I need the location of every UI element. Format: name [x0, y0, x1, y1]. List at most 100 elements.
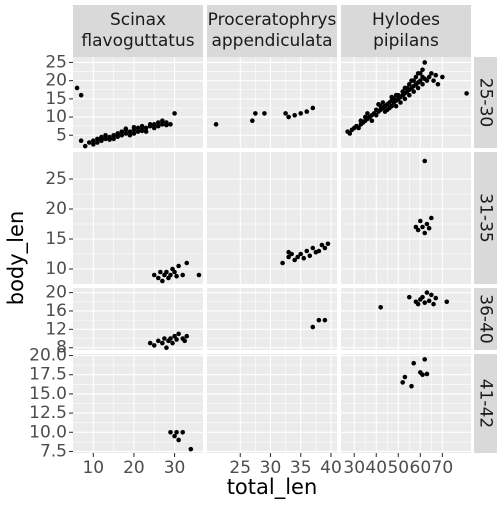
x-tick-label: 30 — [164, 458, 186, 478]
data-point — [182, 338, 188, 344]
facet-panel — [73, 57, 203, 148]
data-point — [170, 340, 175, 346]
panel-background — [207, 57, 337, 148]
data-point — [253, 111, 258, 116]
data-point — [422, 357, 428, 362]
data-point — [143, 125, 149, 131]
data-point — [74, 85, 80, 91]
y-tick-label: 15 — [45, 229, 67, 249]
data-point — [356, 125, 361, 131]
y-tick-label: 5 — [56, 125, 67, 145]
data-point — [415, 71, 421, 76]
y-tick-label: 10.0 — [29, 422, 67, 442]
data-point — [127, 129, 133, 134]
data-point — [162, 336, 167, 341]
data-point — [174, 337, 179, 342]
data-point — [174, 273, 179, 279]
data-point — [250, 118, 255, 123]
data-point — [365, 111, 370, 116]
data-point — [95, 136, 100, 142]
data-point — [380, 100, 386, 105]
x-tick-label: 30 — [260, 458, 282, 478]
facet-panel — [207, 57, 337, 148]
x-tick-label: 40 — [320, 458, 342, 478]
data-point — [422, 230, 428, 236]
column-strip-label: pipilans — [373, 31, 439, 51]
data-point — [378, 304, 383, 310]
data-point — [310, 245, 316, 251]
facet-panel — [73, 354, 203, 453]
data-point — [82, 143, 88, 149]
data-point — [172, 269, 177, 275]
facet-panel — [341, 57, 471, 148]
data-point — [420, 294, 425, 300]
data-point — [426, 225, 432, 231]
panel-background — [341, 152, 471, 284]
data-point — [424, 290, 430, 295]
data-point — [143, 129, 149, 134]
y-tick-label: 15.0 — [29, 384, 67, 404]
data-point — [431, 78, 436, 83]
data-point — [156, 275, 161, 281]
data-point — [176, 331, 181, 337]
data-point — [426, 298, 432, 304]
data-point — [151, 272, 157, 278]
column-strip — [73, 5, 203, 57]
data-point — [176, 437, 181, 443]
data-point — [147, 122, 153, 127]
panel-background — [341, 288, 471, 350]
data-point — [286, 249, 291, 255]
column-strip — [207, 5, 337, 57]
data-point — [164, 269, 169, 275]
data-point — [304, 248, 310, 254]
data-point — [164, 345, 169, 351]
column-strip-label: flavoguttatus — [81, 31, 194, 51]
data-point — [420, 67, 425, 73]
data-point — [295, 254, 300, 260]
data-point — [103, 136, 108, 142]
data-point — [119, 132, 125, 138]
data-point — [389, 103, 394, 109]
x-tick-label: 10 — [82, 458, 104, 478]
data-point — [422, 158, 428, 164]
data-point — [286, 254, 291, 260]
data-point — [431, 301, 436, 307]
data-point — [176, 263, 181, 269]
facet-panel — [207, 354, 337, 453]
panel-background — [73, 152, 203, 284]
data-point — [107, 137, 112, 142]
row-strip — [474, 152, 497, 284]
y-tick-label: 10 — [45, 107, 67, 127]
data-point — [310, 105, 316, 111]
data-point — [325, 241, 331, 247]
row-strip-label: 31-35 — [476, 193, 496, 242]
data-point — [168, 429, 173, 435]
data-point — [420, 372, 425, 378]
data-point — [429, 292, 434, 298]
data-point — [151, 122, 157, 127]
data-point — [172, 433, 177, 439]
axis-layer: 10 20 30 25 30 35 40 30 40 50 60 705101520251015202… — [29, 52, 453, 478]
data-point — [184, 333, 190, 339]
data-point — [156, 123, 161, 129]
data-point — [188, 446, 194, 452]
row-strip-label: 41-42 — [476, 379, 496, 428]
data-point — [409, 383, 414, 389]
data-point — [78, 138, 84, 144]
data-point — [407, 294, 412, 300]
data-point — [196, 272, 202, 278]
data-point — [111, 132, 116, 138]
data-point — [420, 82, 425, 87]
data-point — [151, 343, 157, 348]
data-point — [164, 122, 169, 128]
data-point — [119, 129, 125, 134]
data-point — [168, 336, 173, 341]
data-point — [411, 360, 417, 366]
data-point — [389, 94, 394, 100]
data-point — [398, 100, 403, 105]
data-point — [304, 109, 310, 114]
data-point — [91, 138, 96, 144]
data-point — [86, 140, 92, 145]
